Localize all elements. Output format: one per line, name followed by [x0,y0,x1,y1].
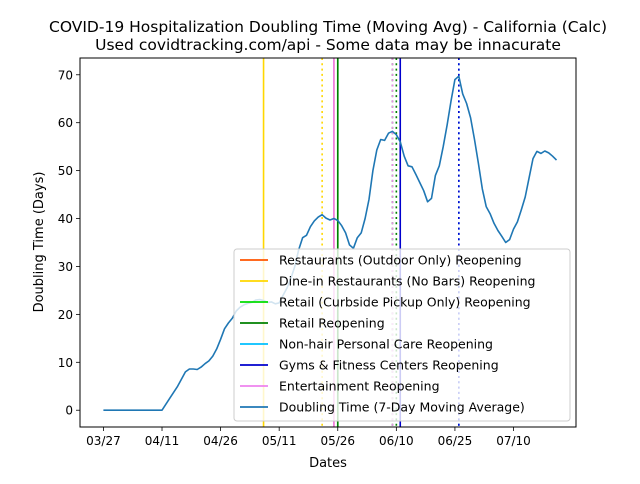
y-tick-label-2: 20 [58,308,73,322]
chart-title: COVID-19 Hospitalization Doubling Time (… [49,18,607,36]
legend: Restaurants (Outdoor Only) Reopening Dine… [233,248,571,422]
legend-label-1: Dine-in Restaurants (No Bars) Reopening [279,274,535,289]
legend-label-5: Gyms & Fitness Centers Reopening [279,358,499,373]
y-tick-label-1: 10 [58,356,73,370]
x-tick-label-5: 06/10 [379,434,414,448]
x-tick-label-2: 04/26 [203,434,238,448]
x-axis-label: Dates [309,456,347,471]
x-tick-label-7: 07/10 [496,434,531,448]
x-tick-label-4: 05/26 [320,434,355,448]
y-axis: 0 10 20 30 40 50 60 70 [58,68,80,418]
x-tick-label-1: 04/11 [145,434,180,448]
legend-label-4: Non-hair Personal Care Reopening [279,337,493,352]
y-tick-label-5: 50 [58,164,73,178]
legend-label-0: Restaurants (Outdoor Only) Reopening [279,253,522,268]
legend-label-6: Entertainment Reopening [279,379,440,394]
x-tick-label-0: 03/27 [86,434,121,448]
y-tick-label-4: 40 [58,212,73,226]
series-layer [103,75,558,412]
x-tick-label-3: 05/11 [262,434,297,448]
legend-label-7: Doubling Time (7-Day Moving Average) [279,400,525,415]
y-axis-label: Doubling Time (Days) [32,172,47,313]
chart-subtitle: Used covidtracking.com/api - Some data m… [95,36,561,54]
y-tick-label-0: 0 [65,404,73,418]
legend-label-2: Retail (Curbside Pickup Only) Reopening [279,295,531,310]
legend-box [233,248,571,422]
x-axis: 03/27 04/11 04/26 05/11 05/26 06/10 06/25 07/10 [86,427,531,448]
series-line-0 [103,75,558,412]
y-tick-label-3: 30 [58,260,73,274]
y-tick-label-7: 70 [58,68,73,82]
legend-label-3: Retail Reopening [279,316,385,331]
plot-frame [79,57,577,428]
x-tick-label-6: 06/25 [438,434,473,448]
y-tick-label-6: 60 [58,116,73,130]
